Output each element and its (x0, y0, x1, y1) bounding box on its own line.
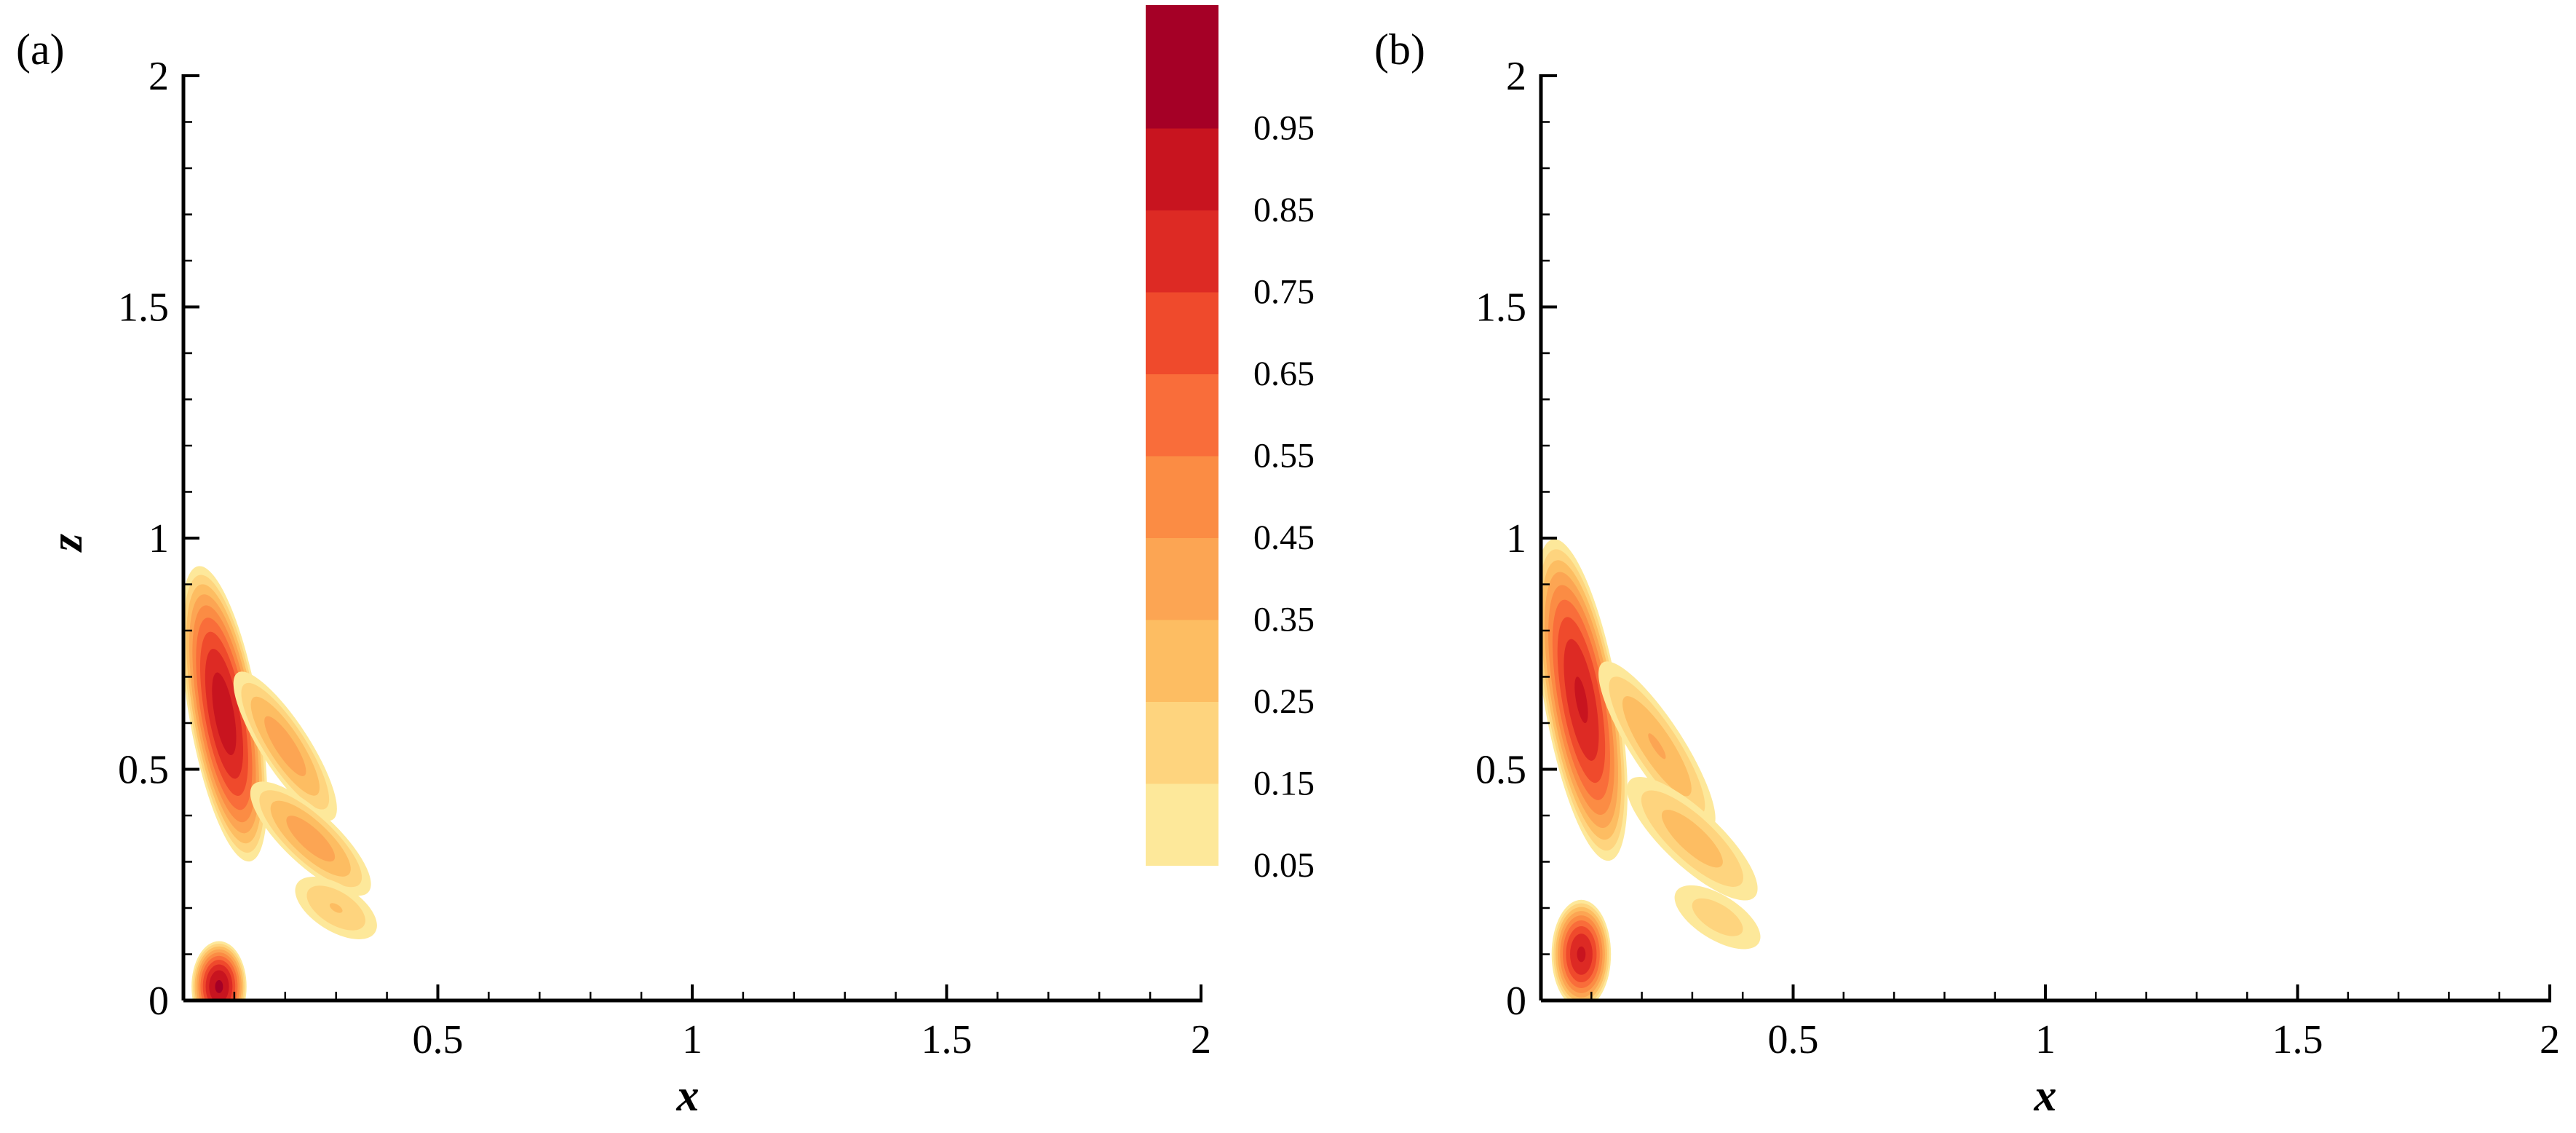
contour-lobe (295, 877, 377, 939)
x-tick-label: 1.5 (922, 1017, 972, 1062)
panel-b-axes: 0 0.5 1 1.5 2 0.5 1 1.5 2 (1475, 54, 2560, 1062)
colorbar-label: 0.65 (1253, 355, 1315, 393)
contour-level-band (1648, 733, 1666, 759)
x-tick-label: 0.5 (1768, 1017, 1819, 1062)
contour-level-band (215, 979, 223, 993)
colorbar-swatch (1146, 783, 1218, 866)
colorbar-swatch (1146, 291, 1218, 374)
contour-lobe (183, 566, 268, 862)
contour-level-band (264, 716, 306, 776)
contour-lobe (191, 941, 247, 1000)
colorbar-swatch (1146, 455, 1218, 538)
y-tick-label: 0.5 (1475, 748, 1526, 793)
x-tick-label: 2 (1191, 1017, 1211, 1062)
colorbar-swatch (1146, 210, 1218, 293)
panel-a-plot-area (183, 566, 377, 1000)
y-tick-label: 2 (148, 54, 169, 99)
colorbar-swatch (1146, 5, 1218, 47)
contour-lobe (1598, 661, 1716, 832)
contour-level-band (286, 816, 336, 862)
colorbar-label: 0.35 (1253, 601, 1315, 639)
x-tick-label: 0.5 (413, 1017, 464, 1062)
y-tick-label: 1.5 (1475, 285, 1526, 331)
colorbar-swatch (1146, 619, 1218, 702)
x-tick-label: 1 (2035, 1017, 2056, 1062)
panel-a-x-axis-title: x (676, 1071, 700, 1121)
contour-lobe (1627, 776, 1758, 901)
contour-lobe (1674, 885, 1761, 950)
y-tick-label: 2 (1506, 54, 1526, 99)
contour-level-band (1577, 946, 1586, 963)
panel-b: (b) 0 0.5 1 1.5 2 0.5 1 1.5 2 x (1374, 25, 2560, 1121)
colorbar-label: 0.95 (1253, 109, 1315, 148)
x-tick-label: 2 (2540, 1017, 2560, 1062)
panel-b-label: (b) (1374, 25, 1425, 74)
panel-a-label: (a) (16, 25, 65, 74)
y-tick-label: 1 (1506, 516, 1526, 561)
y-tick-label: 0 (1506, 979, 1526, 1024)
colorbar-swatch (1146, 46, 1218, 129)
x-tick-label: 1 (682, 1017, 702, 1062)
colorbar-label: 0.75 (1253, 273, 1315, 312)
colorbar-label: 0.55 (1253, 437, 1315, 475)
contour-lobe (1541, 539, 1628, 861)
colorbar-label: 0.25 (1253, 682, 1315, 721)
colorbar-swatch (1146, 127, 1218, 210)
colorbar-swatch (1146, 537, 1218, 620)
colorbar: 0.95 0.85 0.75 0.65 0.55 0.45 0.35 0.25 0.15 0.05 (1146, 5, 1315, 885)
colorbar-swatch (1146, 701, 1218, 784)
panel-a: (a) 0 0.5 1 1.5 2 0.5 1 1.5 2 x z (16, 25, 1211, 1121)
colorbar-label: 0.85 (1253, 191, 1315, 229)
contour-level-band (1692, 898, 1743, 936)
colorbar-swatch (1146, 374, 1218, 457)
colorbar-label: 0.05 (1253, 846, 1315, 885)
panel-a-axes: 0 0.5 1 1.5 2 0.5 1 1.5 2 (118, 54, 1211, 1062)
contour-level-band (1574, 676, 1588, 724)
y-tick-label: 0 (148, 979, 169, 1024)
colorbar-label: 0.45 (1253, 518, 1315, 557)
contour-level-band (1661, 810, 1723, 868)
panel-a-y-axis-title: z (42, 534, 92, 553)
panel-b-x-axis-title: x (2034, 1071, 2057, 1121)
contour-lobe (1551, 899, 1612, 1000)
contour-level-band (212, 672, 237, 756)
y-tick-label: 1 (148, 516, 169, 561)
y-tick-label: 0.5 (118, 748, 169, 793)
contour-lobe (250, 781, 371, 896)
y-tick-label: 1.5 (118, 285, 169, 331)
contour-lobe (233, 671, 337, 821)
x-tick-label: 1.5 (2272, 1017, 2323, 1062)
colorbar-label: 0.15 (1253, 765, 1315, 803)
contour-level-band (329, 903, 343, 913)
panel-b-plot-area (1541, 539, 1761, 1000)
